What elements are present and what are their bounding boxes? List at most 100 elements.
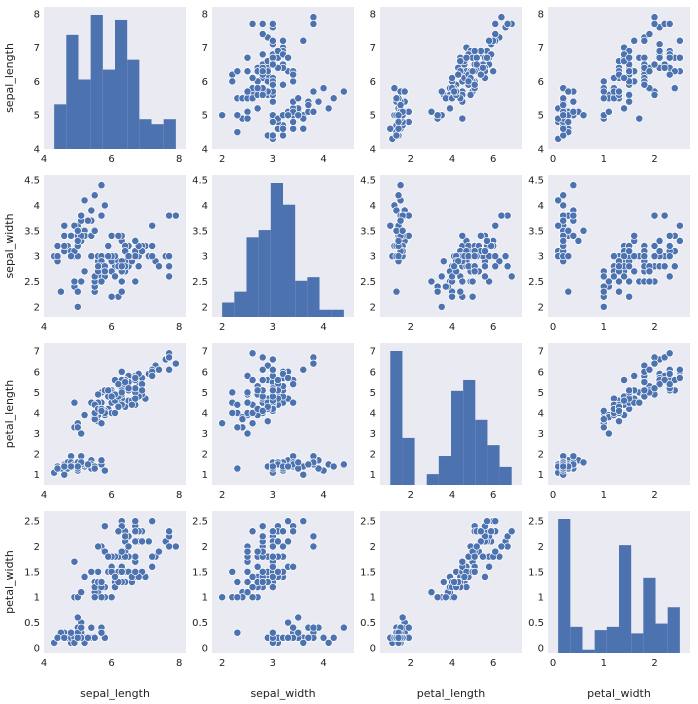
x-axis-label-petal_length: petal_length: [417, 687, 485, 700]
scatter-point: [665, 380, 674, 389]
scatter-point: [481, 247, 489, 256]
scatter-point: [218, 593, 227, 602]
scatter-point: [660, 353, 669, 362]
scatter-point: [481, 272, 489, 281]
x-tick-label: 2: [219, 658, 225, 669]
scatter-point: [497, 542, 506, 551]
x-tick-label: 8: [176, 490, 182, 501]
scatter-point: [497, 13, 506, 22]
y-tick-label: 4: [538, 145, 544, 156]
scatter-point: [155, 365, 163, 374]
scatter-point: [433, 287, 442, 296]
scatter-point: [148, 242, 157, 250]
x-tick-label: 4: [320, 322, 326, 333]
y-tick-label: 5: [370, 111, 376, 122]
scatter-point: [243, 114, 252, 123]
y-tick-label: 4: [202, 408, 208, 419]
scatter-point: [97, 211, 106, 220]
scatter-point: [456, 287, 465, 296]
scatter-point: [284, 537, 293, 546]
scatter-point: [117, 262, 126, 271]
x-tick-label: 6: [108, 154, 114, 165]
x-tick-label: 4: [41, 490, 47, 501]
histogram-bar: [270, 183, 283, 317]
scatter-point: [97, 593, 106, 602]
scatter-point: [400, 87, 409, 96]
y-tick-label: 5: [34, 388, 40, 399]
scatter-point: [97, 406, 106, 415]
scatter-point: [148, 371, 157, 380]
scatter-point: [268, 562, 277, 571]
panel-sepal_length-vs-sepal_width: 4 5 6 7 8 2 3 4: [202, 7, 354, 165]
y-tick-label: 2: [370, 450, 376, 461]
scatter-point: [253, 84, 262, 93]
scatter-point: [464, 77, 473, 86]
scatter-point: [80, 572, 89, 581]
scatter-point: [398, 226, 407, 235]
scatter-point: [675, 374, 684, 382]
histogram-bar: [499, 466, 512, 485]
scatter-point: [117, 547, 126, 556]
scatter-point: [243, 547, 252, 556]
scatter-point: [448, 292, 456, 301]
scatter-point: [268, 583, 277, 592]
scatter-point: [645, 267, 654, 276]
scatter-point: [559, 131, 568, 140]
scatter-point: [248, 409, 257, 417]
y-axis-label-sepal_length: sepal_length: [3, 43, 16, 113]
scatter-point: [670, 84, 679, 93]
scatter-point: [289, 562, 298, 571]
scatter-point: [80, 196, 89, 205]
scatter-point: [314, 464, 323, 473]
histogram-bar: [139, 119, 152, 149]
scatter-point: [655, 236, 664, 245]
y-tick-label: 4: [370, 408, 376, 419]
scatter-point: [650, 242, 659, 250]
scatter-point: [485, 277, 494, 286]
scatter-point: [104, 552, 113, 561]
scatter-point: [615, 262, 623, 271]
x-tick-label: 2: [408, 154, 414, 165]
scatter-point: [243, 107, 252, 116]
y-tick-label: 6: [538, 367, 544, 378]
scatter-point: [675, 221, 684, 230]
scatter-point: [97, 181, 106, 190]
x-tick-label: 8: [176, 154, 182, 165]
scatter-point: [84, 460, 92, 469]
scatter-point: [279, 527, 287, 536]
scatter-point: [665, 242, 674, 250]
scatter-point: [394, 118, 403, 126]
scatter-point: [559, 216, 568, 225]
scatter-point: [599, 423, 608, 432]
panel-petal_length-vs-sepal_length: 1 2 3 4 5 6 7 4 6 8: [34, 343, 186, 501]
x-tick-label: 0: [550, 154, 556, 165]
histogram-bar: [66, 34, 79, 149]
scatter-point: [67, 628, 75, 637]
scatter-point: [294, 458, 303, 467]
scatter-point: [299, 470, 308, 479]
y-tick-label: 4: [202, 201, 208, 212]
scatter-point: [258, 50, 267, 59]
y-tick-label: 4: [34, 145, 40, 156]
scatter-point: [485, 36, 494, 45]
scatter-point: [233, 593, 242, 602]
x-tick-label: 0: [550, 490, 556, 501]
y-tick-label: 1: [202, 593, 208, 604]
scatter-point: [60, 470, 69, 479]
y-tick-label: 4.5: [24, 176, 40, 187]
y-tick-label: 1.5: [528, 567, 544, 578]
scatter-point: [148, 562, 157, 571]
scatter-point: [665, 231, 674, 240]
scatter-point: [655, 380, 664, 389]
scatter-point: [574, 236, 583, 245]
y-tick-label: 6: [34, 367, 40, 378]
scatter-point: [497, 211, 506, 220]
histogram-bar: [163, 119, 176, 149]
y-tick-label: 2.5: [360, 277, 376, 288]
scatter-point: [243, 67, 252, 76]
scatter-point: [268, 386, 277, 395]
scatter-point: [248, 583, 257, 592]
scatter-point: [470, 252, 479, 261]
scatter-point: [396, 216, 405, 225]
y-tick-label: 6: [202, 367, 208, 378]
